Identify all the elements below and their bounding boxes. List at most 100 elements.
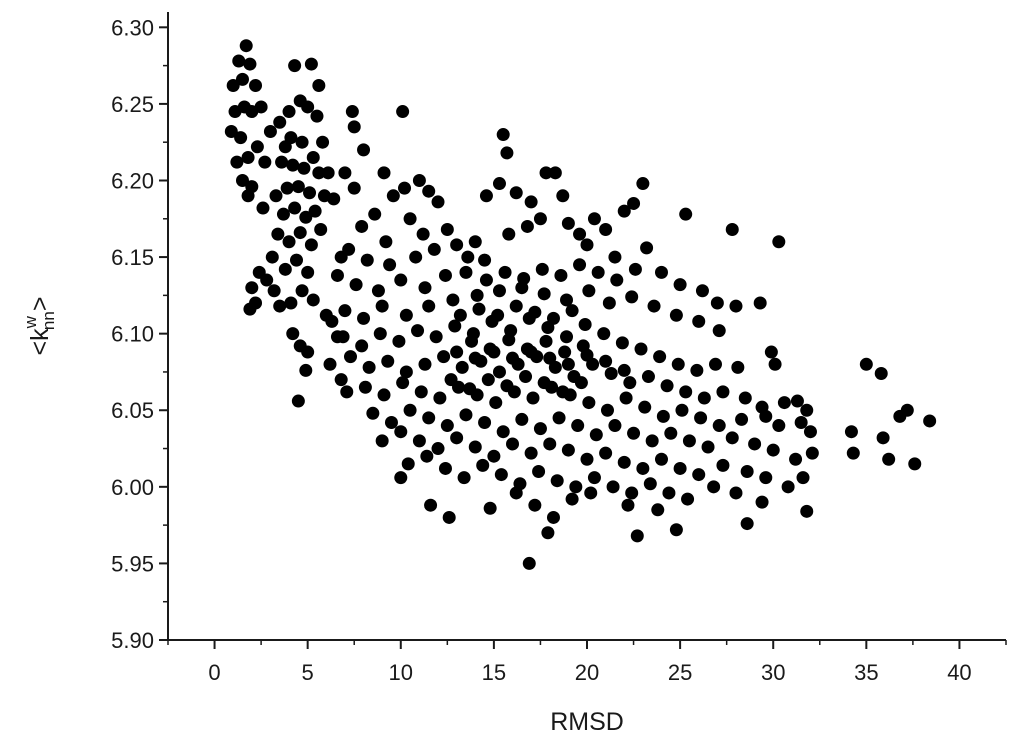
data-point: [528, 305, 542, 319]
data-point: [573, 227, 587, 241]
data-point: [349, 278, 363, 292]
data-point: [532, 465, 546, 479]
data-point: [323, 357, 337, 371]
data-point: [645, 434, 659, 448]
data-point: [662, 486, 676, 500]
data-point: [781, 480, 795, 494]
data-point: [800, 504, 814, 518]
data-point: [660, 379, 674, 393]
data-point: [366, 406, 380, 420]
data-point: [476, 458, 490, 472]
data-point: [455, 360, 469, 374]
data-point: [334, 250, 348, 264]
data-point: [673, 461, 687, 475]
data-point: [492, 177, 506, 191]
data-point: [373, 327, 387, 341]
x-tick-label: 40: [947, 660, 971, 685]
data-point: [489, 396, 503, 410]
data-point: [653, 350, 667, 364]
data-point: [520, 219, 534, 233]
data-point: [340, 385, 354, 399]
data-point: [524, 345, 538, 359]
data-point: [269, 189, 283, 203]
data-point: [561, 443, 575, 457]
data-point: [494, 468, 508, 482]
data-point: [409, 250, 423, 264]
data-point: [560, 330, 574, 344]
x-tick-label: 25: [668, 660, 692, 685]
data-point: [587, 471, 601, 485]
data-point: [682, 434, 696, 448]
data-point: [301, 100, 315, 114]
data-point: [604, 366, 618, 380]
data-point: [243, 302, 257, 316]
data-point: [506, 351, 520, 365]
data-point: [526, 391, 540, 405]
data-point: [908, 457, 922, 471]
data-point: [273, 299, 287, 313]
data-point: [381, 354, 395, 368]
data-point: [692, 314, 706, 328]
data-point: [377, 388, 391, 402]
data-point: [550, 474, 564, 488]
data-point: [515, 412, 529, 426]
data-point: [755, 495, 769, 509]
data-point: [707, 480, 721, 494]
data-point: [355, 339, 369, 353]
data-point: [422, 411, 436, 425]
data-point: [384, 415, 398, 429]
data-point: [437, 350, 451, 364]
data-point: [450, 238, 464, 252]
data-point: [692, 468, 706, 482]
data-point: [636, 177, 650, 191]
data-point: [789, 452, 803, 466]
data-point: [766, 443, 780, 457]
data-point: [565, 304, 579, 318]
data-point: [478, 415, 492, 429]
data-point: [276, 207, 290, 221]
data-point: [362, 360, 376, 374]
data-point: [453, 308, 467, 322]
data-point: [502, 227, 516, 241]
data-point: [301, 345, 315, 359]
data-point: [524, 446, 538, 460]
data-point: [584, 486, 598, 500]
y-tick-label: 5.90: [111, 628, 154, 653]
data-point: [759, 409, 773, 423]
data-point: [461, 250, 475, 264]
data-point: [681, 492, 695, 506]
data-point: [245, 281, 259, 295]
data-point: [258, 155, 272, 169]
data-point: [610, 273, 624, 287]
data-point: [271, 227, 285, 241]
data-point: [299, 210, 313, 224]
data-point: [396, 105, 410, 119]
data-point: [600, 403, 614, 417]
data-point: [543, 351, 557, 365]
data-point: [444, 373, 458, 387]
data-point: [438, 268, 452, 282]
data-point: [450, 431, 464, 445]
data-point: [492, 365, 506, 379]
data-point: [759, 471, 773, 485]
data-point: [669, 523, 683, 537]
data-point: [433, 391, 447, 405]
data-point: [695, 284, 709, 298]
data-point: [554, 268, 568, 282]
data-point: [556, 189, 570, 203]
data-point: [286, 327, 300, 341]
data-point: [535, 262, 549, 276]
data-point: [589, 428, 603, 442]
data-point: [640, 241, 654, 255]
data-point: [403, 212, 417, 226]
data-point: [844, 425, 858, 439]
data-point: [414, 385, 428, 399]
data-point: [284, 131, 298, 145]
data-point: [673, 278, 687, 292]
data-point: [360, 253, 374, 267]
y-axis-ticks: 5.90 5.95 6.00 6.05 6.10 6.15 6.20 6.25 6.30: [111, 15, 168, 653]
data-point: [506, 437, 520, 451]
data-point: [764, 345, 778, 359]
data-point: [399, 308, 413, 322]
